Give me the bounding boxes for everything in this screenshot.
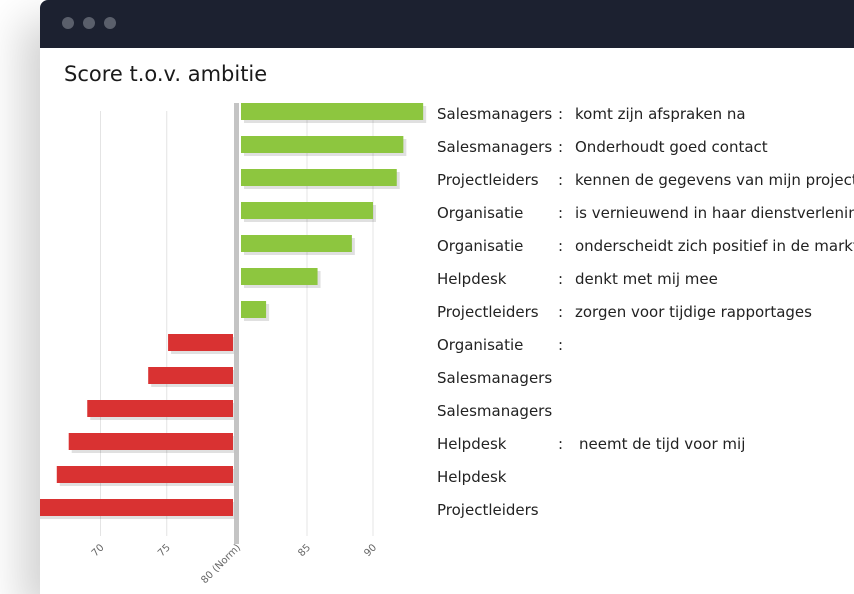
row-group-label: Salesmanagers: [437, 402, 553, 420]
row-statement-label: komt zijn afspraken na: [575, 105, 746, 123]
row-separator: :: [558, 204, 564, 222]
row-separator: :: [558, 105, 564, 123]
row-group-label: Projectleiders: [437, 171, 539, 189]
bar-12: [40, 499, 234, 516]
row-group-label: Organisatie: [437, 237, 524, 255]
row-group-label: Salesmanagers: [437, 369, 553, 387]
row-statement-label: zorgen voor tijdige rapportages: [575, 303, 812, 321]
title-bar: [40, 0, 854, 48]
window-dot-1[interactable]: [62, 17, 74, 29]
row-group-label: Organisatie: [437, 336, 524, 354]
row-statement-label: onderscheidt zich positief in de markt: [575, 237, 854, 255]
row-group-label: Projectleiders: [437, 501, 539, 519]
bar-6: [241, 301, 267, 318]
bar-0: [241, 103, 424, 120]
row-group-label: Organisatie: [437, 204, 524, 222]
row-separator: :: [558, 138, 564, 156]
row-separator: :: [558, 237, 564, 255]
bar-3: [241, 202, 373, 219]
chart-panel: Score t.o.v. ambitie 65707580 (Norm)8590…: [40, 48, 854, 594]
window-dot-3[interactable]: [104, 17, 116, 29]
bar-8: [148, 367, 233, 384]
row-group-label: Salesmanagers: [437, 105, 553, 123]
bar-10: [68, 433, 233, 450]
row-group-label: Projectleiders: [437, 303, 539, 321]
row-group-label: Helpdesk: [437, 435, 507, 453]
bar-4: [241, 235, 352, 252]
row-separator: :: [558, 303, 564, 321]
window-dot-2[interactable]: [83, 17, 95, 29]
chart-title: Score t.o.v. ambitie: [64, 62, 268, 86]
row-group-label: Salesmanagers: [437, 138, 553, 156]
x-tick-label: 75: [156, 542, 173, 559]
row-statement-label: is vernieuwend in haar dienstverlening: [575, 204, 854, 222]
row-separator: :: [558, 336, 564, 354]
row-group-label: Helpdesk: [437, 270, 507, 288]
row-statement-label: Onderhoudt goed contact: [575, 138, 768, 156]
x-tick-label: 80 (Norm): [199, 542, 243, 586]
app-window: Score t.o.v. ambitie 65707580 (Norm)8590…: [40, 0, 854, 594]
bar-7: [168, 334, 233, 351]
bar-5: [241, 268, 318, 285]
bar-9: [87, 400, 233, 417]
x-tick-label: 85: [296, 542, 313, 559]
row-statement-label: kennen de gegevens van mijn project: [575, 171, 854, 189]
bar-2: [241, 169, 397, 186]
x-tick-label: 90: [362, 542, 379, 559]
row-separator: :: [558, 435, 564, 453]
bar-1: [241, 136, 404, 153]
bar-11: [56, 466, 234, 483]
x-tick-label: 70: [90, 542, 107, 559]
row-statement-label: neemt de tijd voor mij: [579, 435, 746, 453]
row-separator: :: [558, 270, 564, 288]
row-group-label: Helpdesk: [437, 468, 507, 486]
row-statement-label: denkt met mij mee: [575, 270, 718, 288]
row-separator: :: [558, 171, 564, 189]
baseline-axis: [234, 103, 239, 544]
